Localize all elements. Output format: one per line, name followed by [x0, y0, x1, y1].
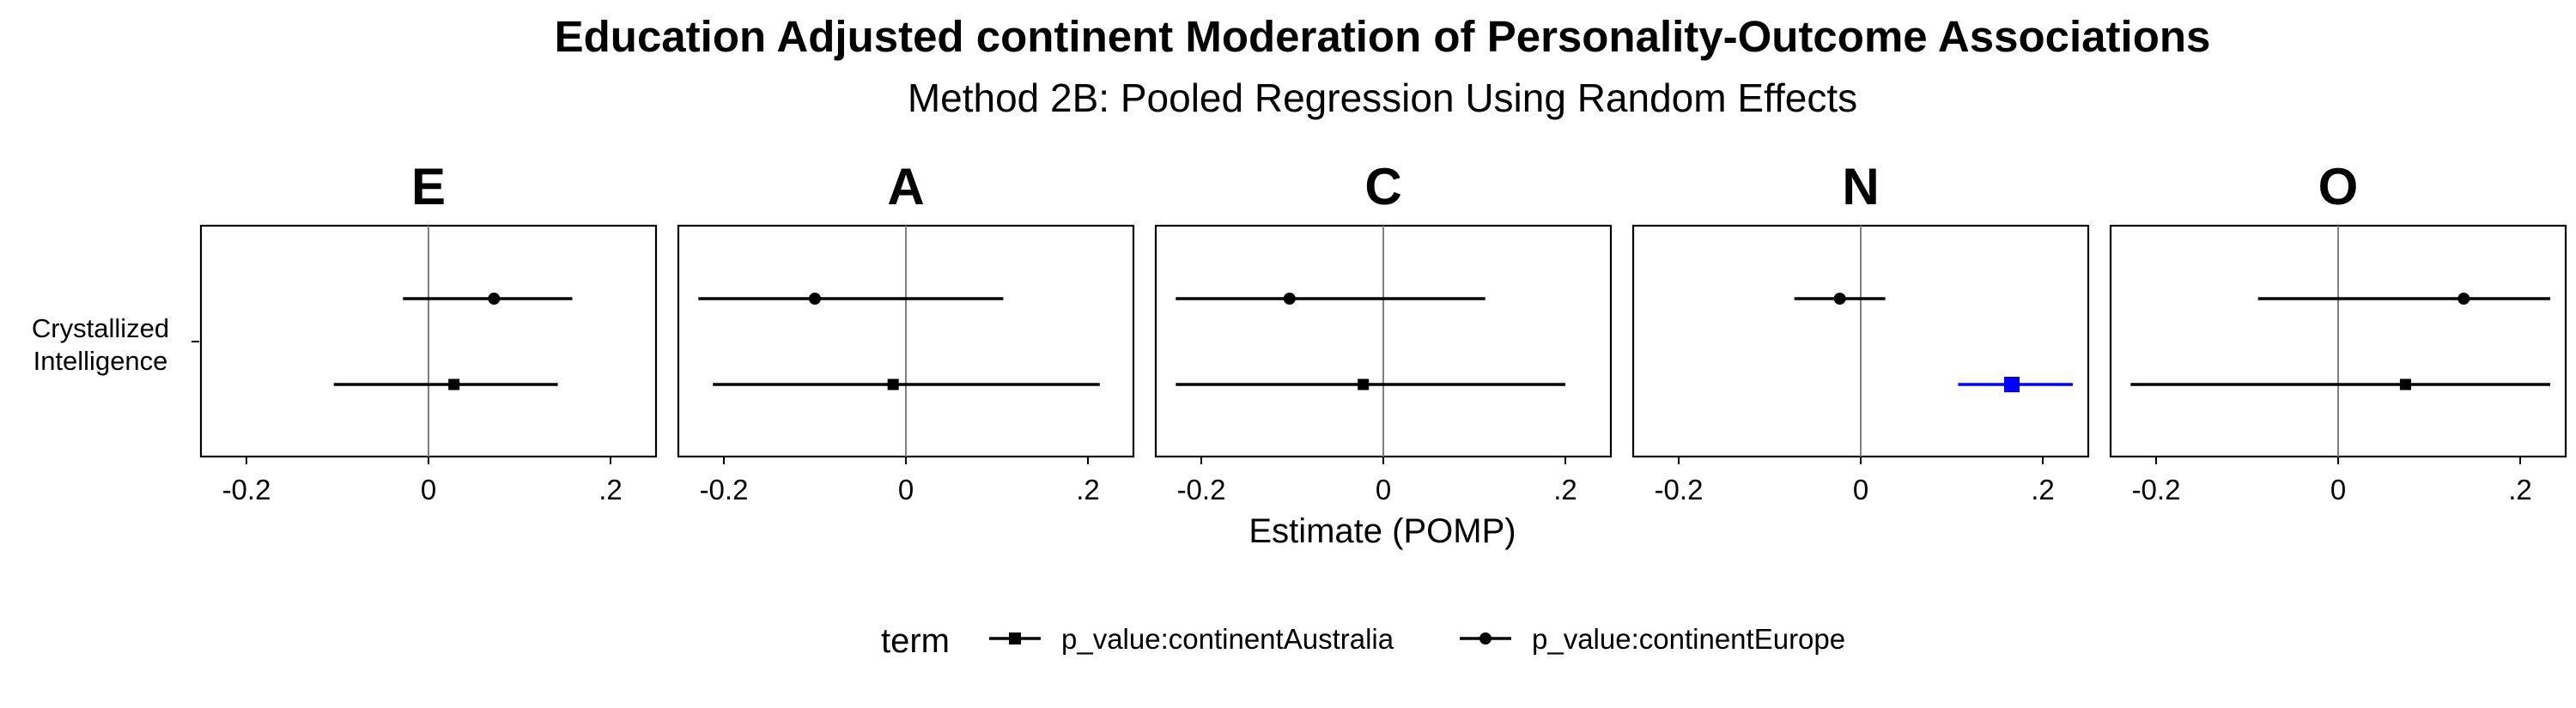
facet-panel-o: O -0.2 0 .2: [2109, 158, 2567, 505]
x-tick-label: .2: [1076, 474, 1100, 505]
chart-title: Education Adjusted continent Moderation …: [555, 12, 2211, 61]
x-tick-label: 0: [1853, 474, 1868, 505]
facet-panel-a: A -0.2 0 .2: [677, 158, 1135, 505]
x-axis-label: Estimate (POMP): [1249, 512, 1516, 550]
x-tick-label: -0.2: [1655, 474, 1704, 505]
x-tick-label: 0: [1376, 474, 1391, 505]
x-tick-label: .2: [598, 474, 623, 505]
estimate-point-europe: [1833, 293, 1846, 305]
x-tick-label: 0: [421, 474, 436, 505]
estimate-point-australia: [2399, 378, 2411, 390]
facet-panel-c: C -0.2 0 .2: [1154, 158, 1613, 505]
legend-label-australia: p_value:continentAustralia: [1061, 623, 1394, 655]
estimate-point-europe: [488, 293, 501, 305]
x-tick-label: -0.2: [700, 474, 749, 505]
legend-key-square: [1009, 632, 1021, 644]
facet-panel-e: E -0.2 0 .2: [199, 158, 658, 505]
facet-label: N: [1842, 158, 1879, 215]
legend-key-circle: [1479, 632, 1492, 644]
estimate-point-australia: [887, 378, 899, 390]
x-tick-label: .2: [2031, 474, 2055, 505]
legend-label-europe: p_value:continentEurope: [1532, 623, 1845, 655]
estimate-point-europe: [2458, 293, 2470, 305]
x-tick-label: -0.2: [1177, 474, 1226, 505]
legend: term p_value:continentAustralia p_value:c…: [881, 622, 1845, 660]
facet-label: C: [1364, 158, 1401, 215]
facet-label: E: [411, 158, 446, 215]
x-tick-label: -0.2: [222, 474, 271, 505]
facet-label: A: [887, 158, 924, 215]
estimate-point-australia: [1358, 378, 1370, 390]
estimate-point-australia: [448, 378, 460, 390]
legend-title: term: [881, 622, 950, 660]
facet-panel-n: N -0.2 0 .2: [1631, 158, 2090, 505]
chart-subtitle: Method 2B: Pooled Regression Using Rando…: [908, 76, 1857, 120]
x-tick-label: .2: [2508, 474, 2532, 505]
x-tick-label: -0.2: [2132, 474, 2181, 505]
x-tick-label: 0: [2330, 474, 2346, 505]
facet-label: O: [2318, 158, 2359, 215]
estimate-point-europe: [1283, 293, 1296, 305]
estimate-point-australia: [2003, 377, 2020, 392]
x-tick-label: 0: [898, 474, 914, 505]
facet-panels: E -0.2 0 .2 A -0.2 0 .2 C -0.2 0 .2 N -0.2 0 .2 O -0.2 0 .2: [199, 158, 2567, 505]
estimate-point-europe: [809, 293, 821, 305]
x-tick-label: .2: [1553, 474, 1577, 505]
y-tick-label-line: Intelligence: [33, 346, 168, 376]
y-tick-label: Crystallized Intelligence: [32, 313, 169, 376]
y-tick-label-line: Crystallized: [32, 313, 169, 343]
